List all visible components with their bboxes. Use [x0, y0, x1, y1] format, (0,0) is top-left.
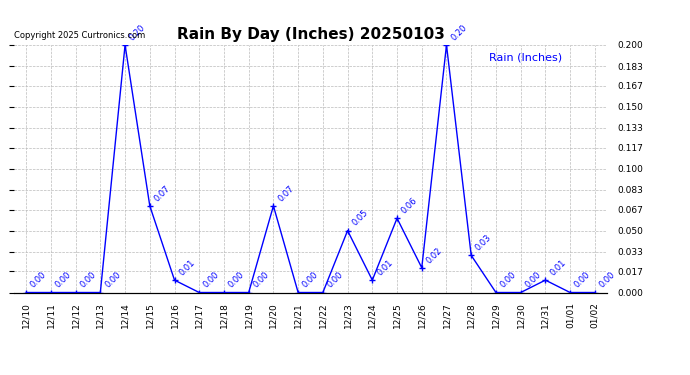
Text: 0.00: 0.00	[598, 270, 617, 290]
Text: 0.07: 0.07	[152, 184, 172, 203]
Text: 0.20: 0.20	[128, 23, 147, 42]
Text: 0.05: 0.05	[351, 209, 370, 228]
Text: 0.00: 0.00	[326, 270, 345, 290]
Text: 0.00: 0.00	[301, 270, 320, 290]
Text: 0.01: 0.01	[177, 258, 197, 278]
Title: Rain By Day (Inches) 20250103: Rain By Day (Inches) 20250103	[177, 27, 444, 42]
Text: 0.00: 0.00	[251, 270, 270, 290]
Text: 0.00: 0.00	[524, 270, 543, 290]
Text: Copyright 2025 Curtronics.com: Copyright 2025 Curtronics.com	[14, 31, 145, 40]
Text: 0.00: 0.00	[79, 270, 98, 290]
Text: 0.06: 0.06	[400, 196, 420, 216]
Text: 0.00: 0.00	[103, 270, 122, 290]
Text: 0.02: 0.02	[424, 246, 444, 265]
Text: 0.20: 0.20	[449, 23, 469, 42]
Text: 0.00: 0.00	[227, 270, 246, 290]
Text: 0.00: 0.00	[29, 270, 48, 290]
Text: 0.00: 0.00	[202, 270, 221, 290]
Text: 0.03: 0.03	[474, 233, 493, 253]
Text: 0.00: 0.00	[499, 270, 518, 290]
Text: 0.00: 0.00	[573, 270, 592, 290]
Text: 0.00: 0.00	[54, 270, 73, 290]
Text: 0.01: 0.01	[548, 258, 567, 278]
Text: 0.01: 0.01	[375, 258, 395, 278]
Text: Rain (Inches): Rain (Inches)	[489, 53, 562, 62]
Text: 0.07: 0.07	[276, 184, 295, 203]
